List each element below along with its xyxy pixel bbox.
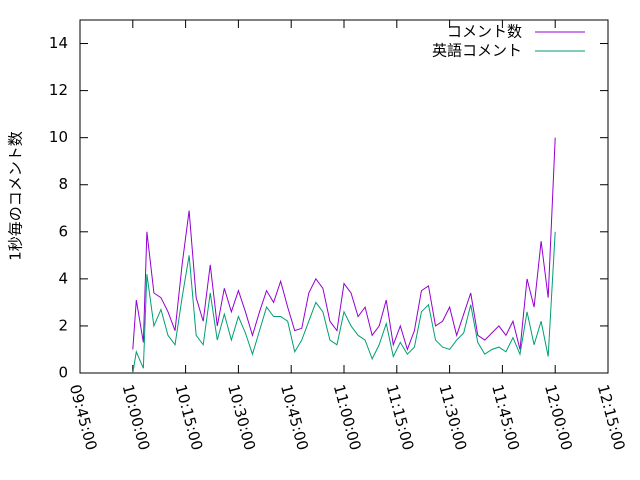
- y-tick-label: 14: [49, 34, 68, 52]
- legend-label: 英語コメント: [432, 42, 522, 60]
- y-tick-label: 4: [58, 269, 68, 287]
- legend-label: コメント数: [447, 23, 522, 41]
- series-line: [132, 231, 556, 374]
- y-tick-label: 10: [49, 128, 68, 146]
- y-tick-label: 6: [58, 222, 68, 240]
- y-axis-label: 1秒毎のコメント数: [7, 131, 25, 261]
- y-tick-label: 12: [49, 81, 68, 99]
- y-tick-label: 0: [58, 364, 68, 382]
- y-tick-label: 8: [58, 175, 68, 193]
- y-tick-label: 2: [58, 316, 68, 334]
- series-line: [132, 137, 556, 352]
